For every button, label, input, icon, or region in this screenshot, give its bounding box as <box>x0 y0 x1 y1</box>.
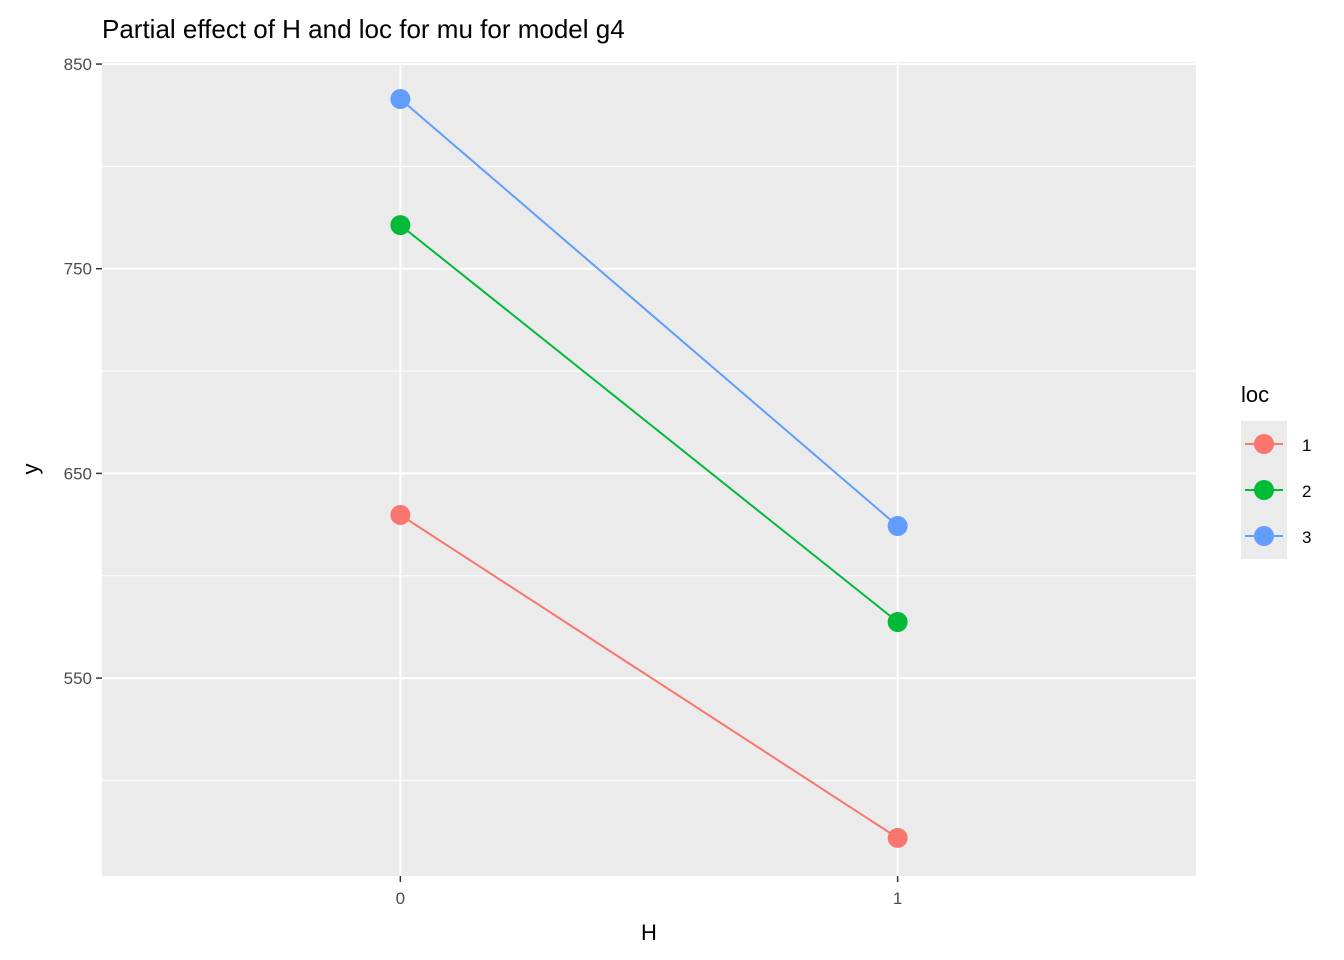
data-point <box>887 611 908 632</box>
series-line <box>399 98 899 527</box>
chart-title: Partial effect of H and loc for mu for m… <box>102 14 625 44</box>
series-line <box>399 224 899 623</box>
x-axis-label: H <box>641 920 657 945</box>
legend-label: 2 <box>1302 482 1311 501</box>
legend-label: 3 <box>1302 528 1311 547</box>
series-loc-3 <box>390 89 908 537</box>
legend-label: 1 <box>1302 436 1311 455</box>
y-tick-label: 850 <box>64 55 92 74</box>
y-tick-label: 550 <box>64 669 92 688</box>
series-line <box>399 514 899 839</box>
series-loc-1 <box>390 504 908 848</box>
series-layer <box>390 89 908 848</box>
legend-title: loc <box>1241 382 1269 407</box>
data-point <box>887 516 908 537</box>
series-loc-2 <box>390 215 908 632</box>
legend-point <box>1254 526 1274 546</box>
x-tick-label: 0 <box>396 889 405 908</box>
y-axis-label: y <box>18 464 43 475</box>
gridlines <box>102 62 1196 876</box>
data-point <box>887 827 908 848</box>
y-tick-label: 750 <box>64 260 92 279</box>
legend-item-3: 3 <box>1241 513 1311 559</box>
x-tick-label: 1 <box>893 889 902 908</box>
data-point <box>390 89 411 110</box>
legend-point <box>1254 434 1274 454</box>
legend-item-2: 2 <box>1241 467 1311 513</box>
legend: loc 1 2 3 <box>1241 382 1311 559</box>
legend-item-1: 1 <box>1241 421 1311 467</box>
data-point <box>390 215 411 236</box>
axes: 550 650 750 850 0 1 <box>64 55 903 908</box>
data-point <box>390 504 411 525</box>
legend-point <box>1254 480 1274 500</box>
plot-panel <box>102 62 1196 876</box>
y-tick-label: 650 <box>64 464 92 483</box>
